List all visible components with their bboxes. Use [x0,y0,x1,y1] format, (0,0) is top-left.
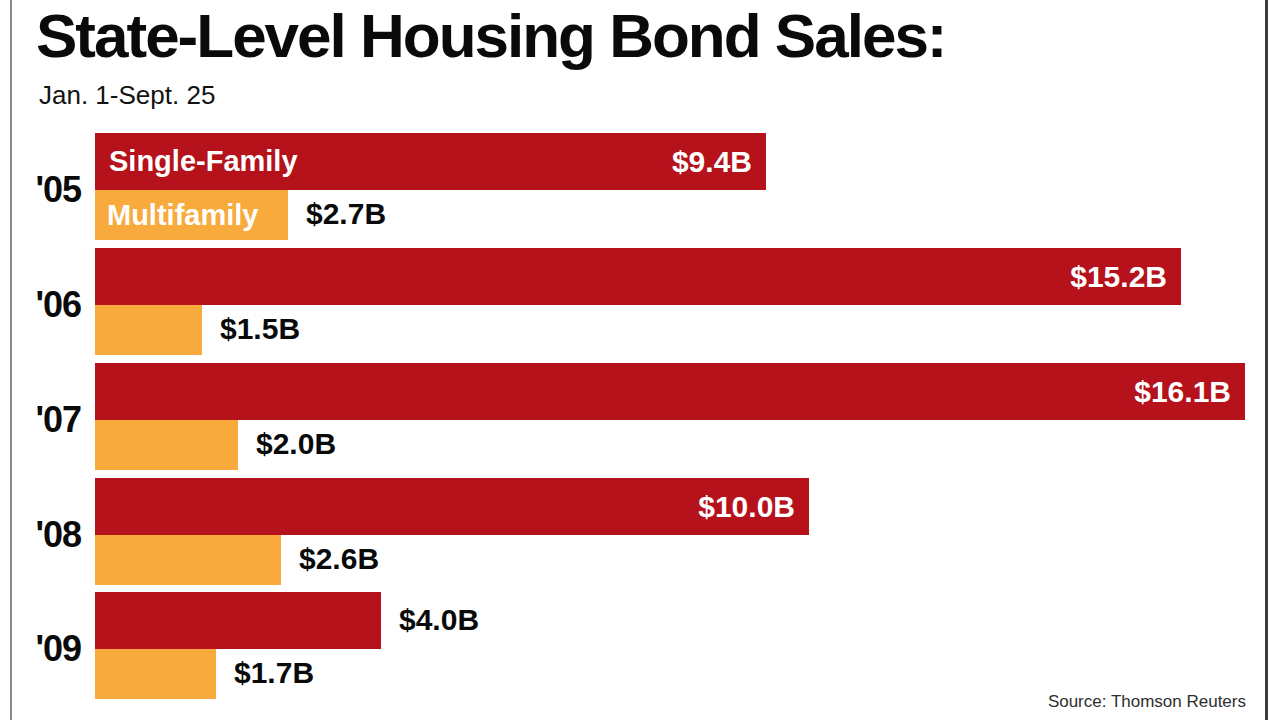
chart-row-07: '07$16.1B$2.0B [95,363,1280,469]
bar-multifamily: Multifamily [95,190,288,240]
value-label-multifamily: $2.6B [299,542,379,576]
year-label: '05 [17,169,81,211]
series-label-multifamily: Multifamily [107,199,258,232]
chart-row-06: '06$15.2B$1.5B [95,248,1280,354]
chart-row-05: '05Single-Family$9.4BMultifamily$2.7B [95,133,1280,239]
value-label-multifamily: $1.7B [234,656,314,690]
bar-multifamily [95,305,202,355]
chart-row-08: '08$10.0B$2.6B [95,478,1280,584]
series-label-single-family: Single-Family [109,145,298,178]
year-label: '07 [17,399,81,441]
bar-multifamily [95,649,216,699]
value-label-multifamily: $1.5B [220,312,300,346]
value-label-single-family: $4.0B [399,603,479,637]
value-label-single-family: $9.4B [672,145,752,179]
value-label-multifamily: $2.7B [306,197,386,231]
bar-single-family [95,592,381,649]
value-label-single-family: $10.0B [698,490,795,524]
bar-multifamily [95,535,281,585]
chart-row-09: '09$4.0B$1.7B [95,592,1280,698]
bars-area: '05 Single-Family $9.4B Multifamily $2.7B '06… [0,0,1280,720]
bar-multifamily [95,420,238,470]
year-label: '09 [17,628,81,670]
value-label-single-family: $16.1B [1134,375,1231,409]
value-label-single-family: $15.2B [1070,260,1167,294]
bar-single-family: $16.1B [95,363,1245,420]
source-credit: Source: Thomson Reuters [1048,692,1246,712]
year-label: '08 [17,514,81,556]
chart-canvas: State-Level Housing Bond Sales: Jan. 1-S… [0,0,1280,720]
year-label: '06 [17,284,81,326]
bar-single-family: Single-Family $9.4B [95,133,766,190]
value-label-multifamily: $2.0B [256,427,336,461]
bar-single-family: $10.0B [95,478,809,535]
bar-single-family: $15.2B [95,248,1181,305]
